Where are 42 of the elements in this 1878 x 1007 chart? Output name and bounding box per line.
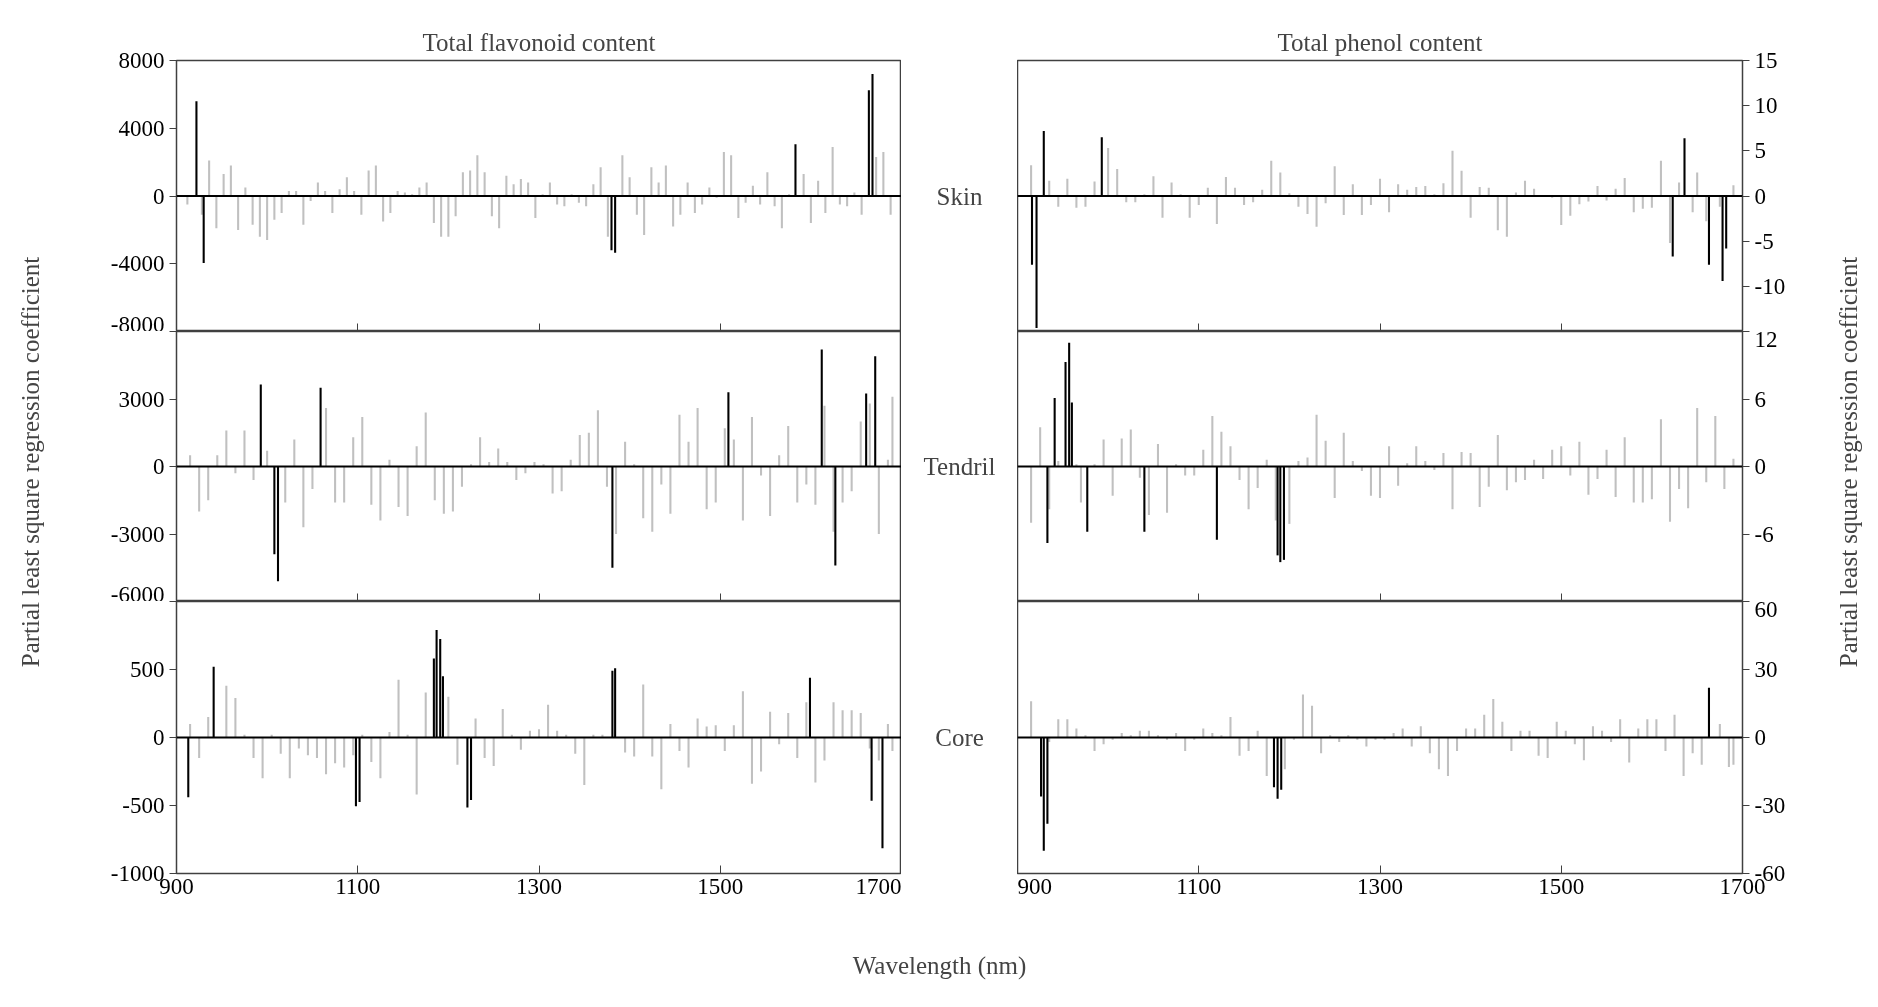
x-tick-label: 1100	[1176, 873, 1222, 899]
y-tick-label: -30	[1754, 793, 1786, 818]
y-tick-label: -8000	[110, 311, 165, 337]
y-tick-label: 500	[130, 657, 165, 682]
y-tick-label: 5	[1754, 138, 1766, 164]
y-tick-label: 4000	[118, 115, 165, 141]
x-tick-label: 1100	[335, 873, 381, 899]
y-tick-label: 12	[1754, 326, 1778, 352]
y-tick-label: -5	[1754, 228, 1774, 254]
x-tick-label: 1300	[516, 873, 562, 899]
y-tick-label: -6	[1754, 521, 1774, 547]
y-tick-label: 15	[1754, 48, 1778, 73]
chart-title: Total phenol content	[1277, 28, 1483, 56]
y-axis-title: Partial least square regression coefficient	[1834, 256, 1862, 668]
y-tick-label: -500	[122, 793, 165, 818]
y-tick-label: -6000	[110, 581, 165, 607]
y-tick-label: 60	[1754, 596, 1778, 622]
chart-title: Total flavonoid content	[422, 28, 656, 56]
x-tick-label: 1500	[697, 873, 744, 899]
y-tick-label: 3000	[118, 386, 165, 412]
x-tick-label: 1700	[855, 873, 902, 899]
y-tick-label: -4000	[110, 251, 165, 277]
y-tick-label: -3000	[110, 521, 165, 547]
y-tick-label: 10	[1754, 93, 1778, 119]
y-axis-title: Partial least square regression coefficient	[17, 256, 44, 668]
y-tick-label: 6	[1754, 386, 1766, 412]
y-tick-label: 0	[153, 454, 165, 479]
y-tick-label: 0	[153, 725, 165, 750]
text: Tendril	[923, 453, 996, 480]
y-tick-label: 0	[1754, 183, 1766, 209]
y-tick-label: 0	[1754, 725, 1766, 750]
x-tick-label: 900	[1017, 873, 1052, 899]
x-axis-title: Wavelength (nm)	[852, 952, 1027, 980]
y-tick-label: 0	[1754, 454, 1766, 479]
y-tick-label: 0	[153, 183, 165, 209]
y-tick-label: -10	[1754, 273, 1786, 299]
y-tick-label: 30	[1754, 657, 1778, 682]
text: Core	[935, 724, 984, 751]
y-tick-label: 8000	[118, 48, 165, 73]
text: Skin	[936, 182, 983, 210]
x-tick-label: 1300	[1357, 873, 1403, 899]
x-tick-label: 1500	[1538, 873, 1585, 899]
